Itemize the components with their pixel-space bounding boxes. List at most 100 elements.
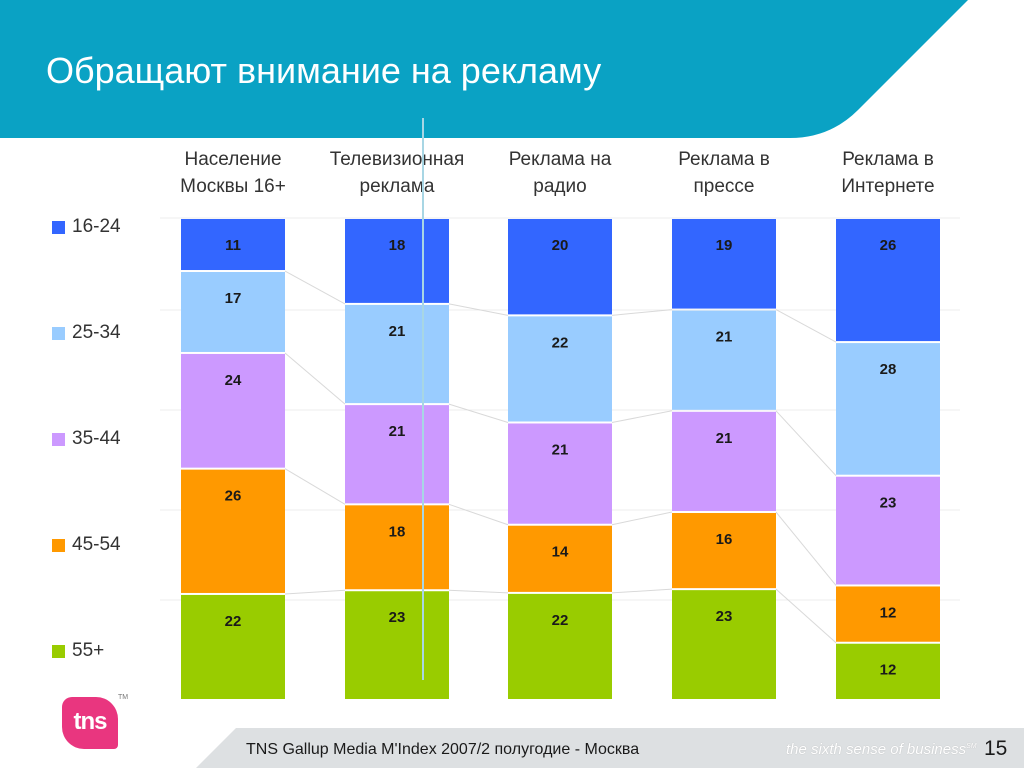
legend-item: 25-34 (52, 322, 121, 344)
bar-segment (345, 304, 449, 404)
tns-logo: tns (62, 697, 118, 749)
data-label: 20 (552, 237, 569, 254)
connector-line (611, 410, 673, 423)
data-label: 11 (225, 237, 241, 254)
data-label: 21 (389, 423, 406, 440)
category-label-line: радио (533, 176, 587, 197)
bar-segment (345, 219, 449, 303)
connector-line (611, 309, 673, 316)
bar-segment (181, 272, 285, 352)
data-label: 14 (552, 544, 569, 561)
category-label: Реклама на радио (475, 146, 645, 200)
connector-line (448, 589, 509, 594)
data-label: 21 (716, 329, 733, 346)
bar-segment (836, 219, 940, 342)
page-number: 15 (984, 737, 1008, 760)
data-label: 21 (716, 430, 733, 447)
bar-segment (672, 411, 776, 512)
category-label-line: Население (184, 149, 282, 170)
slide-title: Обращают внимание на рекламу (46, 50, 602, 91)
bar-segment (508, 219, 612, 315)
data-label: 19 (716, 237, 733, 254)
bar-segment (508, 593, 612, 699)
category-label-line: реклама (359, 176, 435, 197)
category-label: Население Москвы 16+ (148, 146, 318, 200)
connector-line (775, 511, 837, 586)
footer-tagline: the sixth sense of businessSM (786, 741, 977, 758)
category-label-line: Реклама в (678, 149, 770, 170)
legend-item: 35-44 (52, 428, 121, 450)
connector-line (611, 511, 673, 526)
legend-item: 55+ (52, 640, 104, 662)
data-label: 23 (389, 609, 406, 626)
data-label: 21 (389, 323, 406, 340)
connector-line (284, 352, 346, 405)
connector-line (448, 303, 509, 316)
category-label: Реклама в Интернете (803, 146, 973, 200)
category-label-line: Реклама на (508, 149, 612, 170)
connector-line (775, 588, 837, 644)
category-label-line: прессе (693, 176, 755, 197)
bar-segment (181, 469, 285, 593)
bar-segment (836, 643, 940, 699)
legend-label: 25-34 (72, 322, 121, 343)
bar-segment (672, 513, 776, 589)
legend-label: 55+ (72, 640, 105, 661)
bar-segment (508, 525, 612, 592)
legend-swatch (52, 538, 65, 552)
legend-item: 45-54 (52, 534, 121, 556)
bar-segment (672, 590, 776, 699)
bar-segment (508, 423, 612, 524)
category-label-line: Реклама в (842, 149, 934, 170)
data-label: 22 (225, 613, 242, 630)
data-label: 26 (225, 488, 242, 505)
data-label: 12 (880, 662, 897, 679)
category-label-line: Москвы 16+ (180, 176, 286, 197)
bar-segment (181, 219, 285, 271)
data-label: 18 (389, 523, 406, 540)
bar-segment (836, 586, 940, 642)
connector-line (448, 503, 509, 526)
bar-segment (345, 505, 449, 590)
bar-segment (345, 405, 449, 504)
data-label: 21 (552, 441, 569, 458)
legend-swatch (52, 220, 65, 234)
connector-line (448, 403, 509, 423)
legend-label: 16-24 (72, 216, 121, 237)
footer-tagline-sm: SM (966, 743, 977, 750)
header-band (0, 0, 968, 138)
bar-segment (181, 353, 285, 468)
connector-line (284, 270, 346, 305)
connector-line (611, 588, 673, 594)
legend-swatch (52, 326, 65, 340)
legend-swatch (52, 644, 65, 658)
data-label: 12 (880, 604, 897, 621)
footer-band (196, 728, 1024, 768)
legend-label: 35-44 (72, 428, 121, 449)
connector-line (284, 468, 346, 505)
category-label-line: Интернете (841, 176, 935, 197)
bar-segment (672, 310, 776, 410)
bar-segment (345, 591, 449, 699)
legend-swatch (52, 432, 65, 446)
data-label: 23 (880, 495, 897, 512)
data-label: 23 (716, 608, 733, 625)
data-label: 28 (880, 361, 897, 378)
bar-segment (836, 476, 940, 585)
bar-segment (181, 594, 285, 699)
footer-tagline-text: the sixth sense of business (786, 741, 967, 758)
data-label: 18 (389, 237, 406, 254)
data-label: 22 (552, 612, 569, 629)
connector-line (775, 410, 837, 477)
tns-logo-text: tns (73, 708, 108, 735)
footer-source: TNS Gallup Media M'Index 2007/2 полугоди… (246, 741, 640, 758)
data-label: 24 (225, 372, 242, 389)
category-label-line: Телевизионная (329, 149, 465, 170)
data-label: 22 (552, 334, 569, 351)
data-label: 26 (880, 237, 897, 254)
connector-line (775, 309, 837, 343)
connector-line (284, 589, 346, 595)
legend-label: 45-54 (72, 534, 121, 555)
legend-item: 16-24 (52, 216, 121, 238)
